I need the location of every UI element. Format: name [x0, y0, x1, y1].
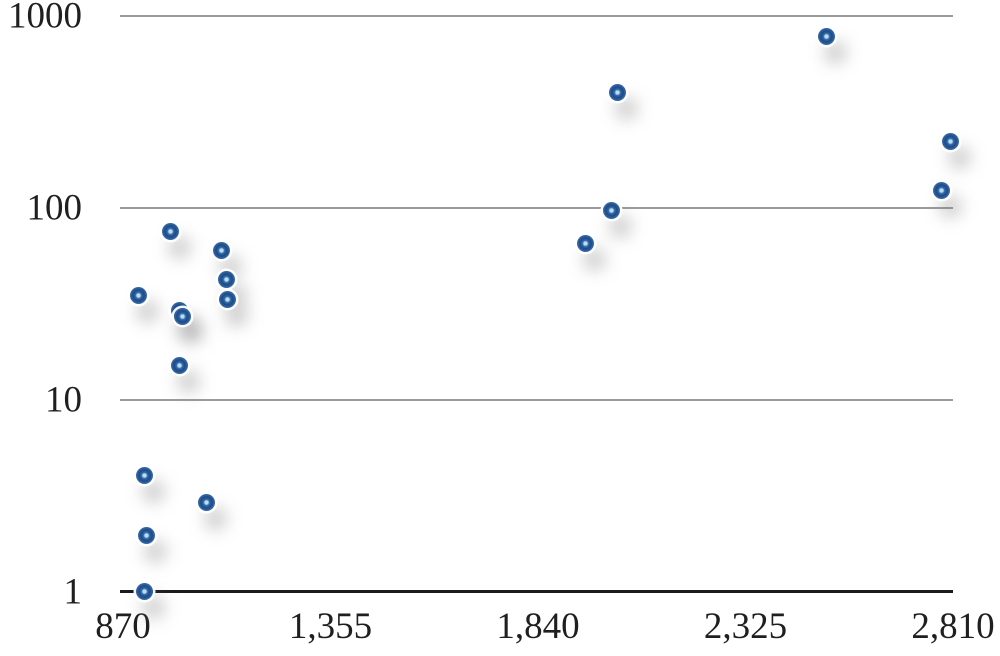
x-tick-label-870: 870: [95, 606, 151, 647]
x-tick-label-1840: 1,840: [496, 606, 580, 647]
y-tick-label-10: 10: [45, 379, 82, 420]
data-point: [130, 286, 148, 304]
data-point: [170, 357, 188, 375]
gridline-1000: [120, 14, 953, 17]
data-point: [198, 494, 216, 512]
data-point: [219, 291, 237, 309]
data-point: [932, 182, 950, 200]
data-point: [602, 201, 620, 219]
data-point: [213, 241, 231, 259]
x-tick-label-1355: 1,355: [288, 606, 373, 647]
x-tick-label-2810: 2,810: [911, 606, 995, 647]
data-point: [136, 583, 154, 600]
y-tick-label-100: 100: [26, 187, 83, 228]
x-tick-label-2325: 2,325: [703, 606, 788, 647]
x-axis-line: [120, 590, 953, 593]
data-point: [608, 84, 626, 102]
data-point: [173, 308, 191, 326]
data-point: [818, 27, 836, 45]
data-point: [137, 527, 155, 545]
data-point: [576, 234, 594, 252]
gridline-100: [120, 206, 953, 209]
y-tick-label-1: 1: [63, 571, 83, 612]
data-point: [162, 222, 180, 240]
gridline-10: [120, 398, 953, 401]
data-point: [136, 467, 154, 485]
data-point: [217, 271, 235, 289]
data-point: [941, 133, 959, 151]
y-tick-label-1000: 1000: [8, 0, 82, 36]
